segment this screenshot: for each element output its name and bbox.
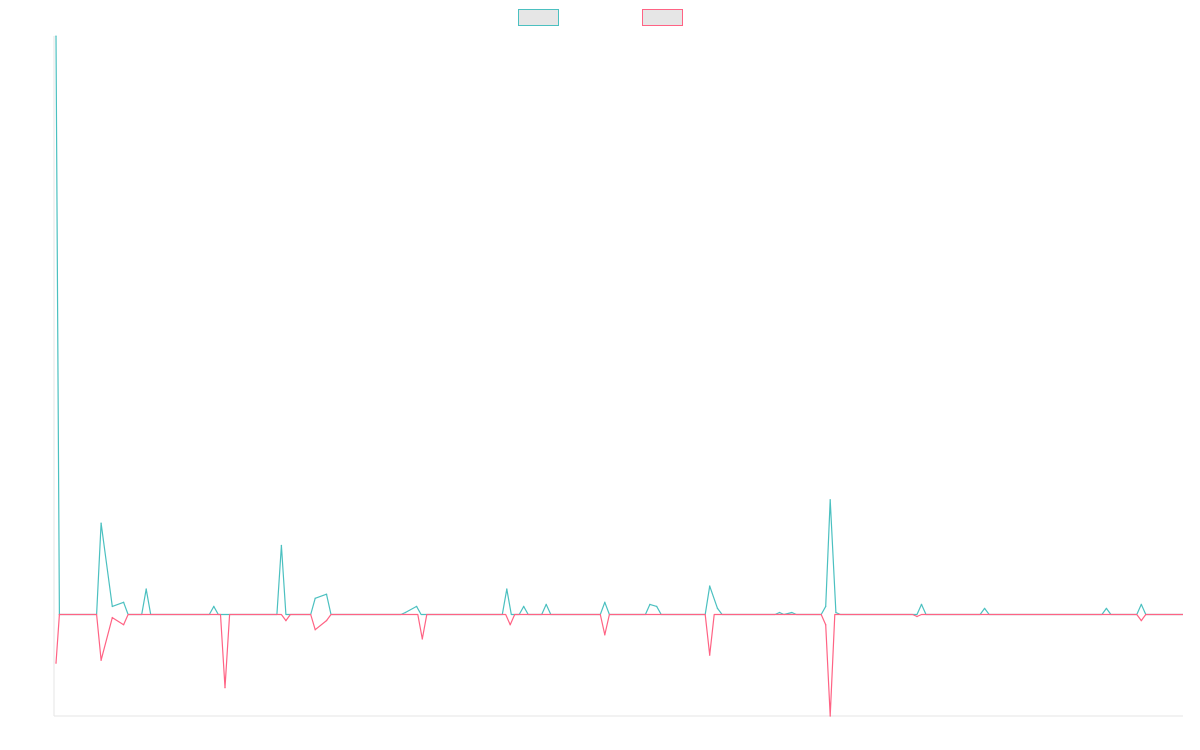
series-2-point (509, 623, 512, 626)
series-2-point (708, 654, 711, 656)
series-1-point (649, 603, 651, 606)
series-layer (55, 35, 1183, 717)
series-2-point (285, 619, 287, 622)
series-2-point (111, 616, 114, 619)
series-1-point (145, 588, 147, 590)
series-1-point (100, 522, 102, 524)
series-1-point (122, 601, 125, 604)
series-2-point (916, 615, 918, 618)
series-1-point (404, 611, 407, 614)
series-2-point (55, 662, 57, 664)
series-1-point (920, 603, 923, 606)
series-2-point (224, 686, 226, 689)
series-2-point (122, 623, 125, 626)
series-1-point (835, 611, 837, 614)
legend[interactable] (518, 9, 683, 26)
series-1-point (829, 499, 831, 501)
series-2-point (314, 628, 317, 631)
series-2-point (58, 613, 61, 616)
series-1-point (983, 607, 986, 610)
series-1-point (655, 605, 658, 608)
series-1-point (778, 611, 781, 614)
axes (53, 36, 1183, 717)
series-2-point (421, 638, 424, 640)
series-1-point (1140, 603, 1143, 606)
series-1-point (791, 611, 793, 614)
series-1-point (280, 544, 283, 547)
series-1-point (716, 607, 719, 610)
series-line-2 (55, 613, 1183, 717)
series-2-point (325, 619, 328, 622)
series-1-point (708, 585, 711, 587)
series-1-point (604, 601, 606, 604)
legend-item-2[interactable] (642, 9, 683, 26)
series-1-point (415, 605, 418, 608)
legend-swatch (642, 9, 683, 26)
legend-item-1[interactable] (518, 9, 559, 26)
series-1-point (1105, 607, 1108, 610)
series-1-point (522, 605, 525, 608)
series-1-point (824, 605, 827, 608)
series-1-point (506, 588, 508, 590)
series-2-point (604, 634, 606, 636)
series-1-point (55, 35, 57, 37)
series-2-point (829, 715, 831, 717)
series-2-point (824, 623, 827, 626)
series-1-point (213, 605, 215, 608)
series-2-point (1140, 619, 1143, 622)
legend-swatch (518, 9, 559, 26)
series-1-point (314, 597, 317, 600)
series-1-point (325, 593, 328, 595)
series-1-point (111, 605, 114, 608)
series-2-point (100, 659, 102, 661)
series-1-point (545, 603, 547, 606)
series-line-1 (55, 35, 1183, 616)
